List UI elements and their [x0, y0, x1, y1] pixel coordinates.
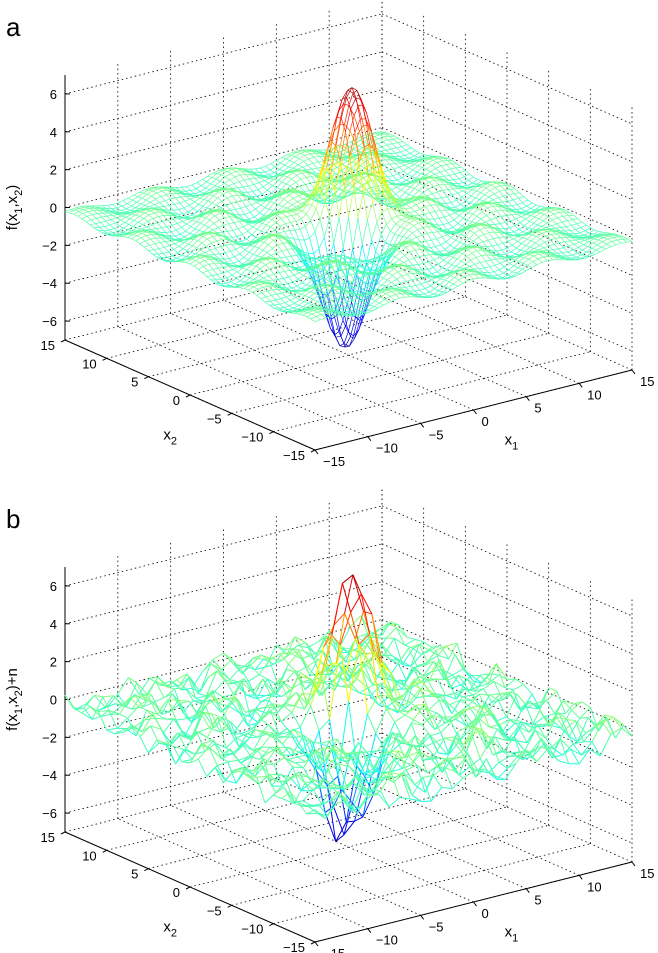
- x2-tick-label: −15: [283, 940, 305, 953]
- x1-tick-label: 10: [587, 879, 601, 894]
- x1-tick-label: 0: [482, 906, 489, 921]
- grid-lines: [64, 0, 633, 451]
- x2-tick-label: 15: [41, 338, 55, 353]
- z-tick-label: −4: [42, 276, 57, 291]
- z-tick-label: 2: [50, 163, 57, 178]
- x2-tick-label: −5: [207, 903, 222, 918]
- surface-mesh: [64, 87, 633, 348]
- x1-tick-label: 15: [640, 866, 654, 881]
- panel-a: −15 −10 −5 0 5 10 15 −15 −10 −5 0 5 10 15 −6 −4 −2 0 2 4 6 x1…: [4, 0, 654, 469]
- x1-tick-label: −10: [376, 933, 398, 948]
- x1-tick-label: 5: [534, 401, 541, 416]
- axes: −15 −10 −5 0 5 10 15 −15 −10 −5 0 5 10 15 −6 −4 −2 0 2 4 6 x1…: [4, 567, 654, 953]
- z-tick-label: 0: [50, 201, 57, 216]
- x2-tick-label: 0: [173, 885, 180, 900]
- x1-tick-label: −5: [429, 919, 444, 934]
- z-tick-label: −6: [42, 314, 57, 329]
- x1-tick-label: 10: [587, 387, 601, 402]
- panel-label: b: [6, 504, 20, 534]
- x1-axis-label: x1: [505, 924, 519, 945]
- x2-axis-label: x2: [163, 919, 177, 940]
- z-axis-label: f(x1,x2)+n: [4, 668, 25, 731]
- z-tick-label: 6: [50, 87, 57, 102]
- x1-tick-label: −10: [376, 441, 398, 456]
- panel-b: −15 −10 −5 0 5 10 15 −15 −10 −5 0 5 10 15 −6 −4 −2 0 2 4 6 x1…: [4, 487, 654, 953]
- x2-tick-label: 0: [173, 393, 180, 408]
- z-axis-label: f(x1,x2): [4, 185, 25, 231]
- z-tick-label: 6: [50, 579, 57, 594]
- x1-tick-label: −5: [429, 427, 444, 442]
- x1-tick-label: −15: [323, 454, 345, 469]
- x2-tick-label: 10: [82, 356, 96, 371]
- x2-tick-label: 10: [82, 848, 96, 863]
- x1-tick-label: 0: [482, 414, 489, 429]
- x2-tick-label: −10: [241, 922, 263, 937]
- z-tick-label: −4: [42, 768, 57, 783]
- x1-tick-label: −15: [323, 946, 345, 953]
- x1-axis-label: x1: [505, 432, 519, 453]
- surface-mesh: [64, 574, 633, 842]
- x1-tick-label: 5: [534, 893, 541, 908]
- z-tick-label: 4: [50, 617, 57, 632]
- z-tick-label: 2: [50, 655, 57, 670]
- z-tick-label: −6: [42, 806, 57, 821]
- z-tick-label: −2: [42, 730, 57, 745]
- panel-label: a: [6, 12, 21, 42]
- grid-lines: [64, 487, 633, 943]
- x2-tick-label: 5: [131, 867, 138, 882]
- x2-tick-label: 5: [131, 375, 138, 390]
- x2-tick-label: −5: [207, 411, 222, 426]
- z-tick-label: −2: [42, 238, 57, 253]
- x2-tick-label: −10: [241, 430, 263, 445]
- z-tick-label: 4: [50, 125, 57, 140]
- z-tick-label: 0: [50, 693, 57, 708]
- x2-tick-label: −15: [283, 448, 305, 463]
- axes: −15 −10 −5 0 5 10 15 −15 −10 −5 0 5 10 15 −6 −4 −2 0 2 4 6 x1…: [4, 75, 654, 469]
- x2-axis-label: x2: [163, 427, 177, 448]
- x2-tick-label: 15: [41, 830, 55, 845]
- x1-tick-label: 15: [640, 374, 654, 389]
